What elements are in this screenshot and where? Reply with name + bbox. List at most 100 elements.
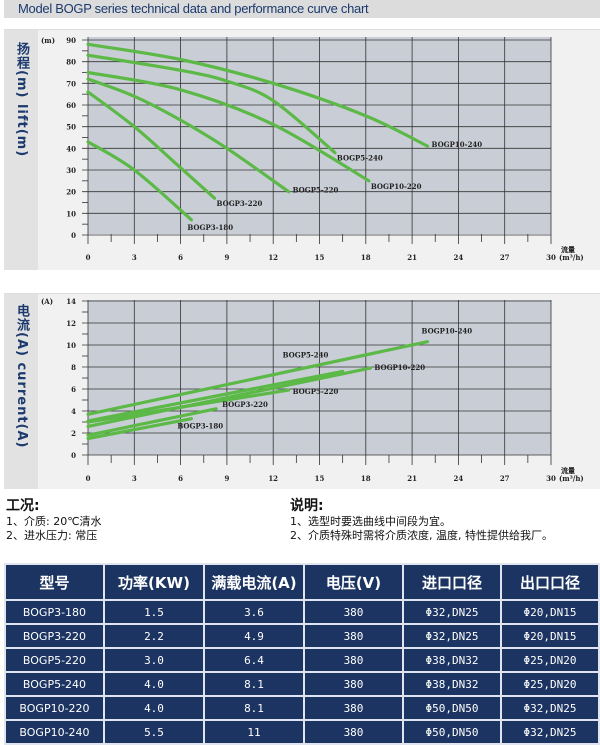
- table-cell: BOGP5-240: [4, 671, 105, 697]
- table-row: BOGP3-220 2.2 4.9 380 Φ32,DN25 Φ20,DN15: [4, 623, 600, 649]
- table-cell: 4.0: [103, 671, 205, 697]
- table-cell: Φ32,DN25: [402, 623, 502, 649]
- y-tick-label: 60: [66, 101, 76, 110]
- table-cell: Φ25,DN20: [500, 671, 600, 697]
- table-cell: 380: [303, 623, 404, 649]
- note-item: 2、介质特殊时需将介质浓度, 温度, 特性提供给我厂。: [290, 529, 553, 542]
- y-tick-label: 20: [66, 188, 76, 197]
- spec-table: 型号 功率(KW) 满载电流(A) 电压(V) 进口口径 出口口径 BOGP3-180 1.…: [4, 563, 600, 745]
- notes: 说明: 1、选型时要选曲线中间段为宜。 2、介质特殊时需将介质浓度, 温度, 特…: [290, 497, 553, 543]
- x-tick-label: 3: [132, 253, 137, 262]
- y-tick-label: 10: [66, 341, 76, 350]
- series-line-bogp5-240: [86, 369, 345, 423]
- series-line-bogp5-220: [86, 388, 291, 424]
- y-tick-label: 50: [66, 123, 76, 132]
- x-tick-label: 27: [500, 474, 510, 483]
- y-tick-label: 0: [71, 231, 76, 240]
- note-item: 1、选型时要选曲线中间段为宜。: [290, 515, 451, 528]
- table-cell: Φ32,DN25: [402, 599, 502, 625]
- x-tick-label: 12: [268, 474, 278, 483]
- series-line-bogp10-240: [86, 340, 430, 416]
- y-tick-label: 30: [66, 166, 76, 175]
- series-label: BOGP10-220: [371, 182, 422, 191]
- x-tick-label: 18: [361, 253, 371, 262]
- series-label: BOGP5-240: [283, 350, 329, 359]
- column-header: 满载电流(A): [203, 563, 305, 601]
- condition-item: 1、介质: 20℃清水: [6, 515, 102, 528]
- column-header: 功率(KW): [103, 563, 205, 601]
- series-line-bogp10-220: [86, 366, 373, 428]
- x-axis-label: 流量: [561, 245, 575, 254]
- axis-label-column: 扬程(m) lift(m): [4, 30, 38, 270]
- current-chart-panel: 电流(A) current(A) 0 2 4 6 8 10 12 14 0 3 6 9 12 15 18 21…: [4, 293, 600, 489]
- x-tick-label: 30: [546, 474, 556, 483]
- y-tick-label: 80: [66, 58, 76, 67]
- column-header: 电压(V): [303, 563, 404, 601]
- x-tick-label: 18: [361, 474, 371, 483]
- y-tick-label: 0: [71, 451, 76, 460]
- table-cell: 3.0: [103, 647, 205, 673]
- table-cell: 380: [303, 719, 404, 745]
- x-tick-label: 0: [86, 474, 91, 483]
- series-line-bogp3-180: [86, 417, 194, 441]
- column-header: 型号: [4, 563, 105, 601]
- y-axis-label: 扬程(m) lift(m): [14, 42, 29, 158]
- notes-title: 说明:: [290, 498, 324, 514]
- series-line-bogp10-240: [86, 42, 430, 148]
- x-axis-label: 流量: [561, 466, 575, 475]
- conditions-title: 工况:: [6, 498, 40, 514]
- series-label: BOGP10-220: [374, 363, 425, 372]
- table-cell: 11: [203, 719, 305, 745]
- table-cell: 380: [303, 599, 404, 625]
- y-tick-label: 6: [71, 385, 76, 394]
- x-tick-label: 15: [315, 474, 325, 483]
- series-label: BOGP10-240: [432, 140, 483, 149]
- table-cell: 8.1: [203, 671, 305, 697]
- table-row: BOGP3-180 1.5 3.6 380 Φ32,DN25 Φ20,DN15: [4, 599, 600, 625]
- x-tick-label: 9: [224, 253, 229, 262]
- table-cell: Φ20,DN15: [500, 599, 600, 625]
- x-unit: (m³/h): [559, 474, 584, 483]
- x-tick-label: 15: [315, 253, 325, 262]
- table-cell: 380: [303, 671, 404, 697]
- table-cell: Φ32,DN25: [500, 695, 600, 721]
- column-header: 进口口径: [402, 563, 502, 601]
- series-label: BOGP3-180: [187, 223, 233, 232]
- series-label: BOGP3-220: [217, 199, 263, 208]
- series-line-bogp3-180: [86, 140, 194, 222]
- series-label: BOGP5-220: [293, 186, 339, 195]
- x-tick-label: 21: [407, 253, 417, 262]
- y-unit: (A): [41, 297, 53, 306]
- table-row: BOGP5-240 4.0 8.1 380 Φ38,DN32 Φ25,DN20: [4, 671, 600, 697]
- x-tick-label: 27: [500, 253, 510, 262]
- x-tick-label: 3: [132, 474, 137, 483]
- table-cell: Φ38,DN32: [402, 671, 502, 697]
- series-label: BOGP3-180: [177, 422, 223, 431]
- axis-label-column: 电流(A) current(A): [4, 294, 38, 489]
- series-line-bogp3-220: [86, 407, 218, 437]
- series-line-bogp10-220: [86, 70, 371, 183]
- series-line-bogp3-220: [86, 90, 217, 200]
- x-unit: (m³/h): [559, 253, 584, 262]
- series-line-bogp5-240: [86, 53, 337, 155]
- y-tick-label: 14: [66, 297, 76, 306]
- condition-item: 2、进水压力: 常压: [6, 529, 98, 542]
- y-tick-label: 40: [66, 144, 76, 153]
- table-cell: 2.2: [103, 623, 205, 649]
- series-label: BOGP3-220: [222, 400, 268, 409]
- table-cell: 380: [303, 647, 404, 673]
- table-cell: Φ38,DN32: [402, 647, 502, 673]
- table-cell: 380: [303, 695, 404, 721]
- table-cell: BOGP10-220: [4, 695, 105, 721]
- table-cell: Φ50,DN50: [402, 719, 502, 745]
- series-label: BOGP5-240: [337, 154, 383, 163]
- table-cell: 1.5: [103, 599, 205, 625]
- lift-chart: 0 10 20 30 40 50 60 70 80 90 0 3 6 9 12 15 18 21 24 27 30 (m)…: [41, 36, 584, 262]
- table-cell: 8.1: [203, 695, 305, 721]
- table-cell: BOGP5-220: [4, 647, 105, 673]
- table-cell: BOGP10-240: [4, 719, 105, 745]
- x-tick-label: 6: [178, 253, 183, 262]
- y-tick-label: 90: [66, 36, 76, 45]
- table-cell: 3.6: [203, 599, 305, 625]
